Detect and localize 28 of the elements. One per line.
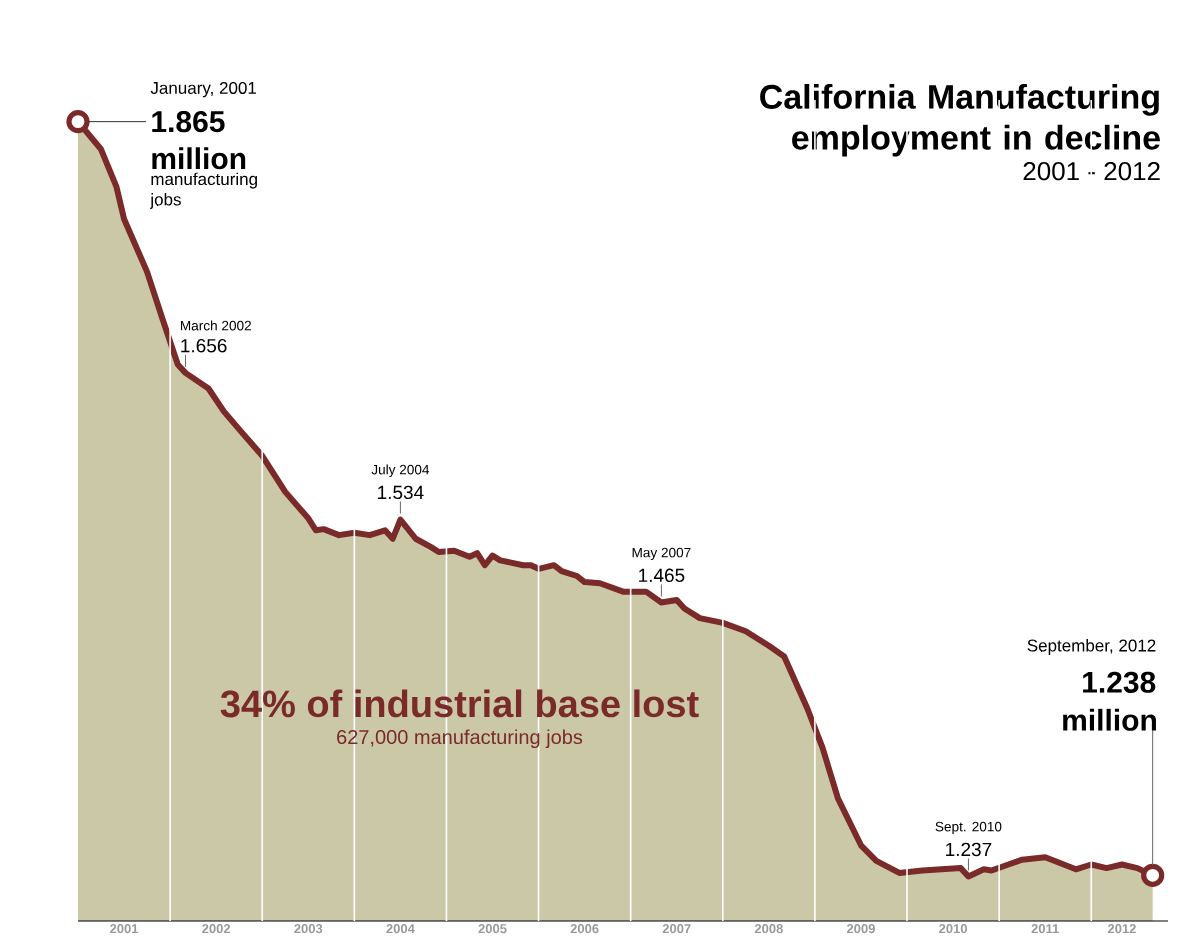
x-tick-label: 2003	[294, 924, 323, 934]
data-label: 1.465	[639, 568, 685, 583]
x-tick-label: 2012	[1107, 924, 1136, 934]
x-tick-label: 2002	[202, 924, 231, 934]
annotation: July 2004	[371, 464, 430, 478]
data-label: 1.237	[946, 842, 992, 857]
annotation: May 2007	[632, 547, 691, 561]
x-tick-label: 2010	[939, 924, 967, 934]
annotation: September, 2012	[1027, 639, 1156, 655]
x-tick-label: 2007	[662, 924, 691, 934]
annotation: million	[1063, 708, 1156, 731]
x-tick-label: 2011	[1031, 924, 1059, 934]
text: January, 2001	[150, 81, 257, 98]
x-tick-label: 2001	[110, 924, 139, 934]
data-label: 1.656	[181, 339, 227, 353]
annotation: Sept. 2010	[935, 821, 1002, 835]
annotation: March 2002	[180, 320, 251, 331]
chart-title: California Manufacturing employment in decline	[760, 83, 1160, 157]
data-label: 1.534	[378, 485, 424, 500]
x-tick-label: 2009	[846, 924, 875, 934]
x-tick-label: 2006	[570, 924, 599, 934]
x-tick-label: 2008	[754, 924, 783, 934]
x-tick-label: 2004	[386, 924, 415, 934]
annotation: manufacturing jobs	[149, 172, 257, 209]
data-label: 1.238	[1083, 671, 1156, 693]
data-label: 1.865	[152, 111, 225, 133]
x-tick-label: 2005	[478, 924, 507, 934]
annotation: million	[152, 147, 246, 170]
